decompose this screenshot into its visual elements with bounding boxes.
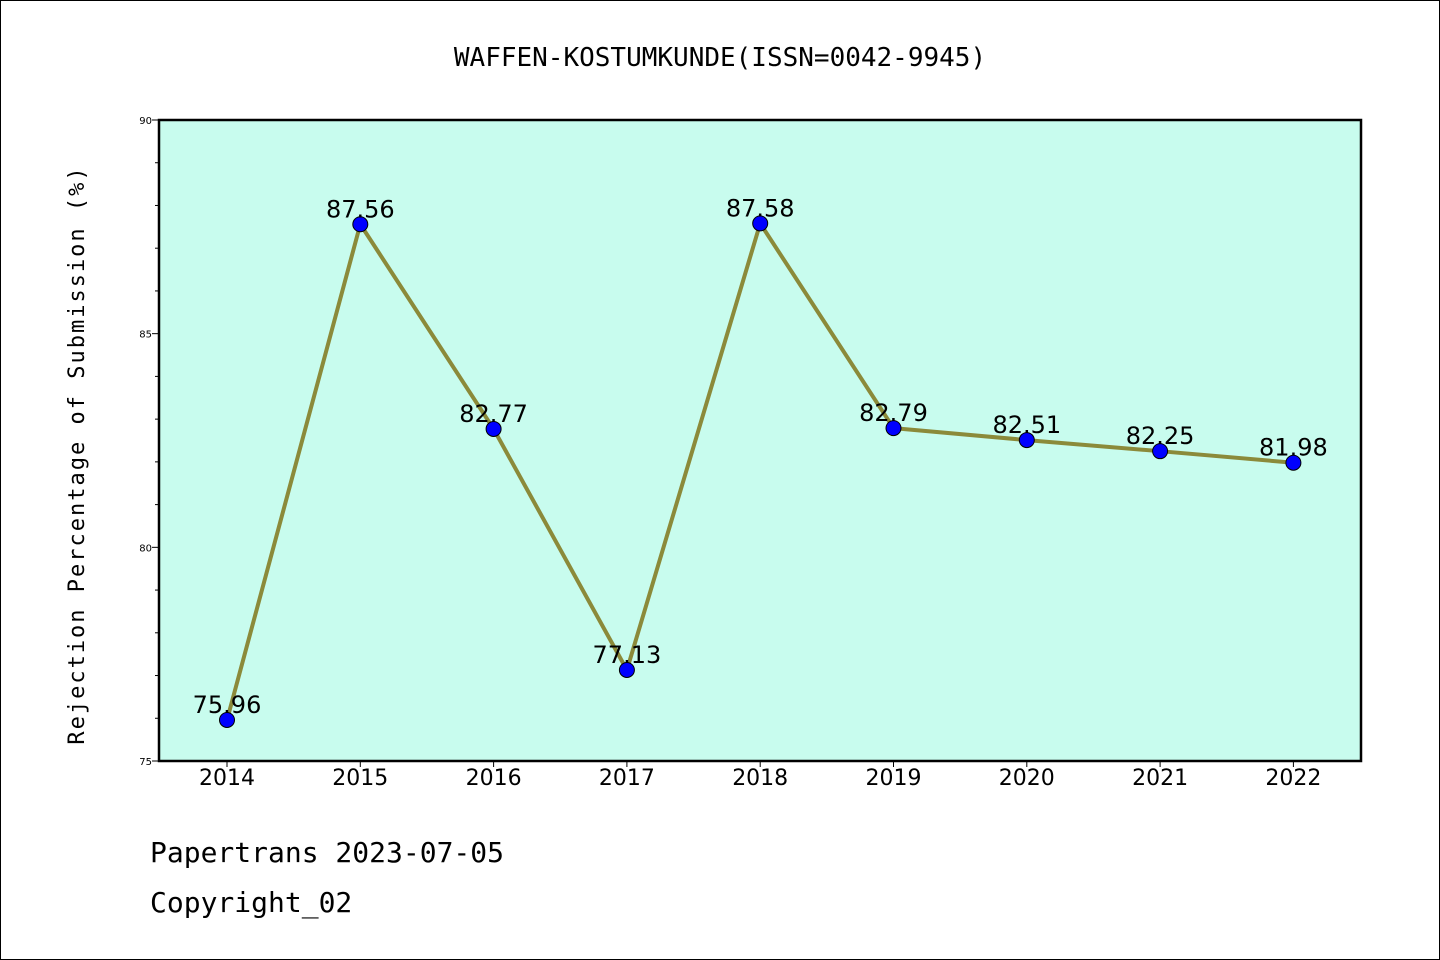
y-tick-label: 90 [139,116,152,127]
y-axis-label: Rejection Percentage of Submission (%) [65,165,90,744]
footer-date: Papertrans 2023-07-05 [150,836,505,869]
data-label: 87.56 [326,195,395,223]
y-axis: 75 80 85 90 [139,116,159,768]
footer-copyright: Copyright_02 [150,886,353,919]
x-tick-label: 2014 [199,766,255,791]
x-tick-label: 2015 [332,766,388,791]
data-label: 77.13 [593,641,662,669]
data-label: 82.77 [459,400,528,428]
data-point [752,215,769,232]
data-point [219,711,235,728]
x-tick-label: 2018 [732,766,788,791]
data-point [1018,432,1035,449]
x-tick-label: 2020 [999,766,1055,791]
x-tick-label: 2022 [1265,766,1321,791]
x-tick-label: 2017 [599,766,655,791]
data-label: 82.25 [1126,422,1195,450]
x-tick-label: 2019 [866,766,922,791]
data-label: 82.79 [859,399,928,427]
data-point [1152,443,1169,460]
x-tick-label: 2021 [1132,766,1188,791]
chart-title: WAFFEN-KOSTUMKUNDE(ISSN=0042-9945) [454,43,986,73]
series-markers [219,215,1302,728]
data-point [1285,454,1302,471]
y-tick-label: 80 [139,543,152,554]
data-label: 81.98 [1259,434,1328,462]
data-label: 87.58 [726,194,795,222]
x-tick-label: 2016 [466,766,522,791]
y-tick-label: 85 [139,330,152,341]
data-point [885,420,902,437]
data-point [352,216,369,233]
data-point [618,661,635,678]
x-axis: 2014 2015 2016 2017 2018 2019 2020 2021 2022 [199,761,1321,791]
data-labels: 75.96 87.56 82.77 77.13 87.58 82.79 82.51 82.25… [193,194,1328,719]
data-label: 82.51 [992,411,1061,439]
y-tick-label: 75 [139,757,152,768]
data-point [485,420,502,437]
data-label: 75.96 [193,691,262,719]
